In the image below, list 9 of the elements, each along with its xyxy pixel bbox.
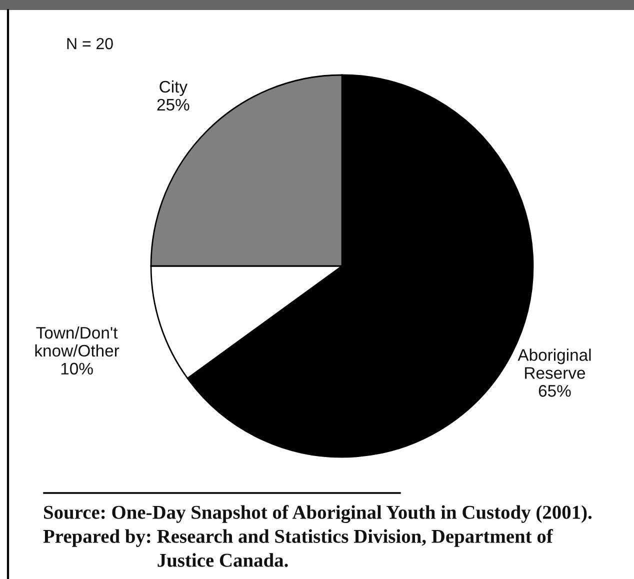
- slice-label: Aboriginal Reserve: [518, 348, 591, 379]
- slice-label: Town/Don't know/Other: [35, 326, 120, 357]
- source-note: Source: One-Day Snapshot of Aboriginal Youth in Custody (2001).: [44, 505, 592, 523]
- text: N = 20: [67, 38, 113, 50]
- slice-label: City: [160, 80, 188, 96]
- data-label: 10%: [61, 362, 93, 375]
- data-label: 25%: [157, 98, 190, 111]
- data-label: 65%: [538, 385, 571, 397]
- text: Prepared by: Research and Statistics Division, Department of Justice Canada.: [43, 529, 554, 567]
